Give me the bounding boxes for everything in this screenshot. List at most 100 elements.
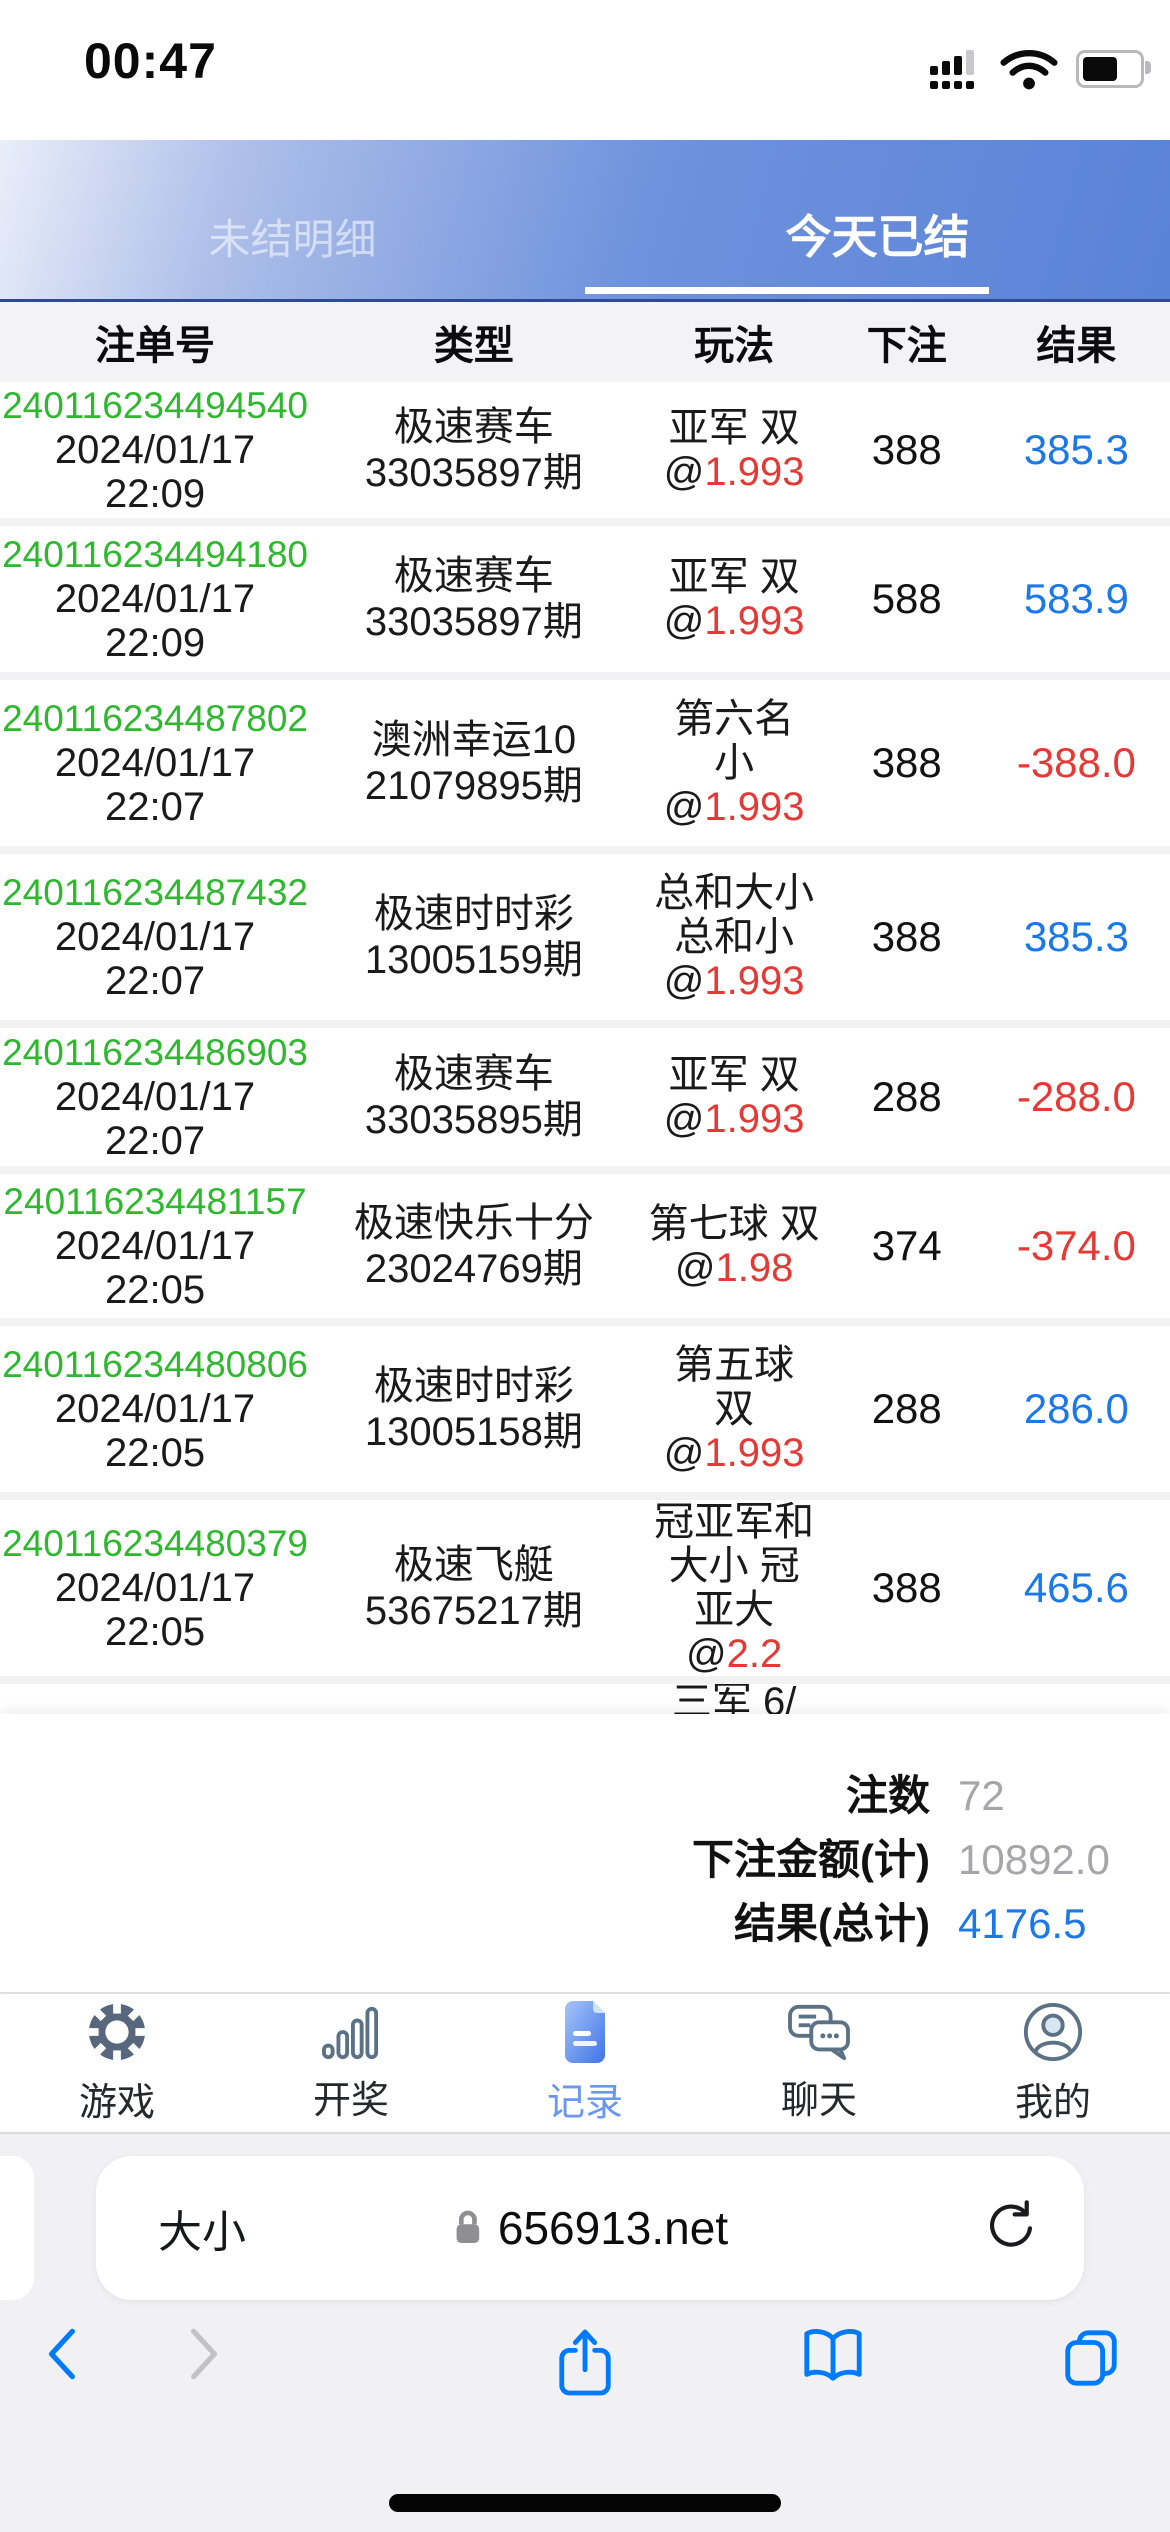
- bet-amount: 288: [871, 1385, 942, 1432]
- reload-button[interactable]: [984, 2200, 1036, 2257]
- bet-datetime: 2024/01/17 22:07: [54, 915, 256, 1003]
- tab-settled-today[interactable]: 今天已结: [785, 211, 970, 263]
- bet-amount: 288: [871, 1073, 942, 1120]
- wifi-icon: [1000, 49, 1058, 90]
- table-row[interactable]: 240116234481157 2024/01/17 22:05 极速快乐十分 …: [0, 1174, 1170, 1318]
- summary-row: 注数 72: [0, 1764, 1170, 1828]
- nav-item-games[interactable]: 游戏: [0, 1994, 234, 2132]
- bet-amount: 388: [871, 739, 942, 786]
- bet-datetime: 2024/01/17 22:09: [54, 577, 256, 665]
- game-name: 极速时时彩: [373, 892, 574, 936]
- bet-id: 240116234494180: [2, 534, 308, 575]
- status-icons: [930, 46, 1151, 92]
- bet-result: -388.0: [1016, 739, 1136, 786]
- nav-label: 聊天: [780, 2079, 857, 2122]
- issue-number: 13005159期: [364, 938, 583, 982]
- page-settings-button[interactable]: 大小: [158, 2208, 246, 2257]
- play-type: 冠亚军和 大小 冠 亚大: [654, 1500, 815, 1632]
- play-type: 第六名 小: [674, 697, 795, 785]
- table-row[interactable]: 240116234480379 2024/01/17 22:05 极速飞艇 53…: [0, 1500, 1170, 1676]
- summary-row: 结果(总计) 4176.5: [0, 1892, 1170, 1956]
- chat-icon: [788, 2004, 850, 2060]
- tab-unsettled[interactable]: 未结明细: [208, 216, 377, 263]
- table-row[interactable]: 240116234494540 2024/01/17 22:09 极速赛车 33…: [0, 382, 1170, 518]
- status-time: 00:47: [84, 33, 217, 89]
- nav-label: 开奖: [312, 2079, 389, 2122]
- play-type: 亚军 双: [668, 1053, 800, 1097]
- domain-wrap: 656913.net: [452, 2201, 728, 2255]
- bet-id: 240116234486903: [2, 1032, 308, 1073]
- nav-label: 游戏: [78, 2081, 155, 2124]
- status-bar: 00:47: [0, 0, 1170, 140]
- nav-item-records[interactable]: 记录: [468, 1994, 702, 2132]
- nav-label: 记录: [546, 2081, 623, 2124]
- game-name: 澳洲幸运10: [371, 718, 577, 762]
- bet-result: 583.9: [1023, 575, 1129, 622]
- adjacent-tab-edge[interactable]: [0, 2156, 34, 2300]
- table-row[interactable]: 240116234494180 2024/01/17 22:09 极速赛车 33…: [0, 526, 1170, 672]
- table-row[interactable]: 240116234480806 2024/01/17 22:05 极速时时彩 1…: [0, 1326, 1170, 1492]
- app-bottom-nav: 游戏 开奖 记录: [0, 1992, 1170, 2132]
- summary-panel: 注数 72 下注金额(计) 10892.0 结果(总计) 4176.5: [0, 1714, 1170, 1992]
- bet-datetime: 2024/01/17 22:07: [54, 741, 256, 829]
- bet-datetime: 2024/01/17 22:09: [54, 428, 256, 516]
- bet-id: 240116234480379: [2, 1523, 308, 1564]
- odds: @1.993: [663, 599, 805, 643]
- share-button[interactable]: [554, 2326, 616, 2403]
- summary-value: 10892.0: [958, 1836, 1110, 1883]
- table-row[interactable]: 240116234487432 2024/01/17 22:07 极速时时彩 1…: [0, 854, 1170, 1020]
- back-button[interactable]: [44, 2326, 78, 2387]
- game-name: 极速赛车: [393, 554, 554, 598]
- col-header-bet: 下注: [866, 324, 947, 368]
- bet-amount: 388: [871, 1564, 942, 1611]
- bet-result: 465.6: [1023, 1564, 1129, 1611]
- active-tab-underline: [585, 287, 989, 294]
- summary-row: 下注金额(计) 10892.0: [0, 1828, 1170, 1892]
- safari-toolbar: [0, 2326, 1170, 2422]
- odds: @1.993: [663, 959, 805, 1003]
- share-icon: [559, 2329, 611, 2396]
- table-row[interactable]: 240116234486903 2024/01/17 22:07 极速赛车 33…: [0, 1028, 1170, 1166]
- bet-id: 240116234480806: [2, 1344, 308, 1385]
- play-type: 三军 6/: [671, 1684, 797, 1714]
- nav-item-chat[interactable]: 聊天: [702, 1994, 936, 2132]
- summary-label: 结果(总计): [734, 1900, 930, 1947]
- odds: @1.993: [663, 1431, 805, 1475]
- record-doc-icon: [565, 2000, 605, 2063]
- bet-datetime: 2024/01/17 22:05: [54, 1224, 256, 1312]
- play-type: 第五球 双: [674, 1343, 795, 1431]
- home-indicator[interactable]: [389, 2494, 781, 2512]
- odds: @1.993: [663, 1097, 805, 1141]
- summary-label: 下注金额(计): [692, 1836, 930, 1883]
- game-name: 极速飞艇: [393, 1543, 554, 1587]
- bet-datetime: 2024/01/17 22:05: [54, 1566, 256, 1654]
- nav-item-profile[interactable]: 我的: [936, 1994, 1170, 2132]
- table-header: 注单号 类型 玩法 下注 结果: [0, 302, 1170, 382]
- play-type: 亚军 双: [668, 555, 800, 599]
- bet-id: 240116234487802: [2, 698, 308, 739]
- summary-value: 4176.5: [958, 1900, 1087, 1947]
- url-bar[interactable]: 大小 656913.net: [96, 2156, 1084, 2300]
- bet-id: 240116234494540: [2, 385, 308, 426]
- bet-amount: 374: [871, 1222, 942, 1269]
- game-name: 极速赛车: [393, 1052, 554, 1096]
- nav-item-draws[interactable]: 开奖: [234, 1994, 468, 2132]
- odds: @1.993: [663, 450, 805, 494]
- forward-icon: [191, 2328, 218, 2380]
- summary-value: 72: [958, 1772, 1005, 1819]
- casino-chip-icon: [86, 2001, 148, 2062]
- bookmarks-icon: [804, 2329, 862, 2381]
- reload-icon: [990, 2200, 1033, 2247]
- forward-button[interactable]: [188, 2326, 222, 2387]
- bet-datetime: 2024/01/17 22:07: [54, 1075, 256, 1163]
- issue-number: 33035897期: [364, 600, 583, 644]
- table-row-partial[interactable]: 三军 6/: [0, 1684, 1170, 1714]
- odds: @1.98: [674, 1246, 794, 1290]
- bookmarks-button[interactable]: [800, 2326, 866, 2391]
- profile-icon: [1023, 2002, 1083, 2061]
- issue-number: 13005158期: [364, 1410, 583, 1454]
- bet-result: 385.3: [1023, 913, 1129, 960]
- bet-datetime: 2024/01/17 22:05: [54, 1387, 256, 1475]
- table-row[interactable]: 240116234487802 2024/01/17 22:07 澳洲幸运10 …: [0, 680, 1170, 846]
- tabs-button[interactable]: [1060, 2326, 1122, 2395]
